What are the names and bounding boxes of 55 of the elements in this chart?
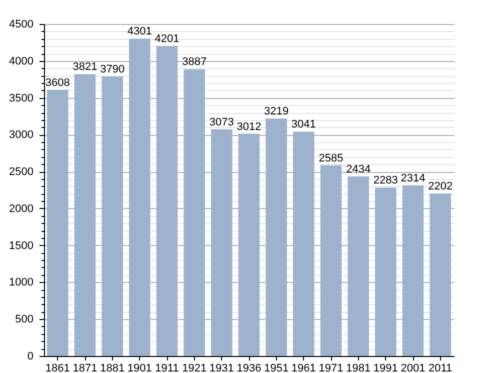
x-tick-label: 1871 <box>72 362 98 373</box>
data-label: 2585 <box>318 152 344 164</box>
x-tick-label: 1971 <box>318 362 344 373</box>
y-tick-label: 1000 <box>9 276 34 289</box>
bar <box>402 185 424 356</box>
data-label: 3887 <box>182 56 207 68</box>
bar <box>348 176 369 356</box>
bar <box>74 74 96 356</box>
bar <box>129 38 150 356</box>
bar <box>375 188 396 356</box>
bar <box>293 132 314 356</box>
x-tick-label: 1881 <box>100 362 125 373</box>
bar <box>266 118 287 356</box>
data-label: 3012 <box>236 120 262 133</box>
x-tick-label: 1951 <box>264 362 289 373</box>
data-label: 3821 <box>72 61 98 74</box>
y-tick-label: 1500 <box>9 240 34 252</box>
bar <box>238 134 260 356</box>
data-label: 2202 <box>428 180 453 193</box>
data-label: 4301 <box>127 26 152 38</box>
y-tick-label: 4500 <box>9 18 34 30</box>
bar <box>184 69 205 356</box>
x-tick-label: 1936 <box>236 362 262 373</box>
data-label: 3073 <box>209 116 234 128</box>
bar <box>47 90 68 356</box>
bar <box>211 129 232 356</box>
x-tick-label: 1901 <box>127 362 152 373</box>
data-label: 3041 <box>291 118 316 131</box>
bar <box>430 194 451 356</box>
bar <box>102 76 123 356</box>
x-tick-label: 1931 <box>209 362 234 373</box>
x-tick-label: 1981 <box>346 362 371 373</box>
x-tick-label: 2001 <box>400 362 426 373</box>
x-tick-label: 1991 <box>373 362 398 373</box>
bar <box>156 46 178 356</box>
y-tick-label: 4000 <box>9 55 34 68</box>
data-label: 2314 <box>400 172 426 184</box>
data-label: 3219 <box>264 106 289 118</box>
x-tick-label: 1961 <box>291 362 316 373</box>
x-tick-label: 1861 <box>45 362 70 373</box>
y-tick-label: 0 <box>27 350 34 362</box>
y-tick-label: 2000 <box>9 202 34 215</box>
x-tick-label: 1921 <box>182 362 207 373</box>
y-tick-label: 3500 <box>9 92 34 104</box>
bar <box>320 165 342 356</box>
data-label: 4201 <box>154 33 180 46</box>
data-label: 2283 <box>373 174 398 187</box>
data-label: 3790 <box>100 63 125 76</box>
data-label: 2434 <box>346 163 371 176</box>
x-tick-label: 2011 <box>428 362 452 373</box>
x-tick-label: 1911 <box>155 362 179 373</box>
y-tick-label: 2500 <box>9 166 34 178</box>
y-tick-label: 3000 <box>9 129 34 142</box>
y-tick-label: 500 <box>15 314 34 326</box>
data-label: 3608 <box>45 76 70 89</box>
